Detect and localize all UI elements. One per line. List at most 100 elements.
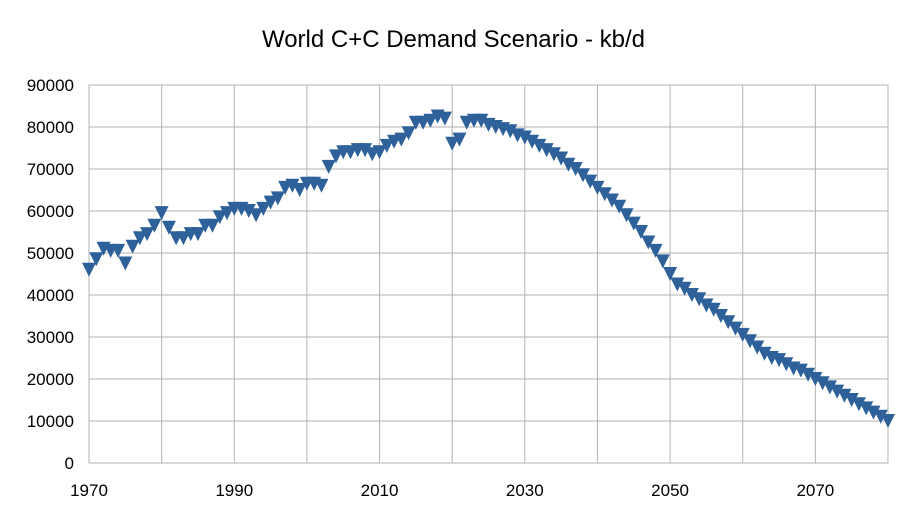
data-point [822, 380, 837, 395]
data-point [132, 231, 147, 246]
data-point [757, 346, 772, 361]
data-point [844, 393, 859, 407]
data-point [176, 231, 191, 246]
data-point [285, 178, 300, 193]
data-point [641, 235, 656, 250]
x-tick-label: 2070 [796, 481, 834, 500]
data-point [328, 149, 343, 164]
data-point [212, 210, 227, 225]
data-point [604, 193, 619, 208]
data-point [881, 414, 895, 428]
plot-border [88, 84, 889, 464]
data-point [249, 208, 264, 223]
data-point [655, 254, 670, 269]
data-point [648, 243, 663, 258]
data-point [706, 302, 721, 317]
data-point [619, 208, 634, 223]
x-tick-label: 2010 [361, 481, 399, 500]
y-tick-label: 10000 [27, 412, 74, 431]
data-point [561, 157, 576, 172]
data-point [554, 151, 569, 166]
data-point [612, 199, 627, 214]
x-tick-label: 1990 [215, 481, 253, 500]
x-tick-label: 1970 [70, 481, 108, 500]
data-point [118, 256, 133, 271]
data-point [634, 225, 649, 239]
data-point [140, 227, 155, 242]
data-point [154, 206, 169, 221]
data-point [256, 201, 271, 216]
x-tick-label: 2030 [506, 481, 544, 500]
data-point [750, 340, 765, 355]
data-point [147, 218, 162, 233]
data-point [699, 298, 714, 313]
data-point [394, 132, 409, 147]
data-point [314, 178, 329, 193]
data-point [721, 315, 736, 330]
data-point [597, 187, 612, 202]
data-point [220, 206, 235, 221]
y-tick-label: 40000 [27, 286, 74, 305]
data-point [503, 124, 518, 139]
data-point [525, 134, 540, 149]
data-point [677, 281, 692, 296]
data-point [728, 321, 743, 336]
data-point [270, 191, 285, 206]
data-point [583, 174, 598, 189]
data-point [575, 168, 590, 183]
data-point [358, 143, 373, 158]
data-point [684, 288, 699, 302]
data-point [742, 334, 757, 349]
data-point [859, 401, 874, 416]
data-point [713, 309, 728, 323]
data-point [568, 162, 583, 176]
data-point [830, 384, 845, 399]
data-point [837, 388, 852, 403]
data-point [89, 252, 104, 267]
data-point [423, 113, 438, 128]
data-point [379, 138, 394, 153]
data-point [161, 220, 176, 235]
data-point [735, 327, 750, 342]
data-point [372, 145, 387, 160]
data-point [445, 136, 460, 151]
y-tick-label: 0 [65, 454, 74, 473]
data-point [663, 267, 678, 281]
data-point [815, 376, 830, 391]
y-tick-label: 90000 [27, 76, 74, 95]
data-point [111, 243, 126, 258]
data-point [532, 138, 547, 153]
x-tick-label: 2050 [651, 481, 689, 500]
data-point [772, 353, 787, 368]
data-point [292, 183, 307, 197]
data-point [801, 367, 816, 382]
y-tick-label: 30000 [27, 328, 74, 347]
data-point [793, 363, 808, 378]
data-point [866, 405, 881, 420]
data-point [474, 113, 489, 128]
y-tick-label: 20000 [27, 370, 74, 389]
data-point [401, 126, 416, 141]
data-point [321, 159, 336, 174]
data-point [241, 204, 256, 218]
data-point [873, 409, 888, 424]
data-point [517, 130, 532, 145]
data-point [539, 143, 554, 158]
data-point [546, 147, 561, 162]
data-point [590, 180, 605, 195]
data-point [190, 227, 205, 242]
data-point [851, 397, 866, 412]
data-point [263, 195, 278, 210]
data-point [82, 262, 96, 277]
y-tick-label: 80000 [27, 118, 74, 137]
data-point [692, 292, 707, 307]
data-point [452, 132, 467, 147]
data-point [437, 111, 452, 126]
y-tick-label: 50000 [27, 244, 74, 263]
y-tick-label: 70000 [27, 160, 74, 179]
data-point [779, 357, 794, 372]
y-tick-label: 60000 [27, 202, 74, 221]
data-point [205, 218, 220, 233]
